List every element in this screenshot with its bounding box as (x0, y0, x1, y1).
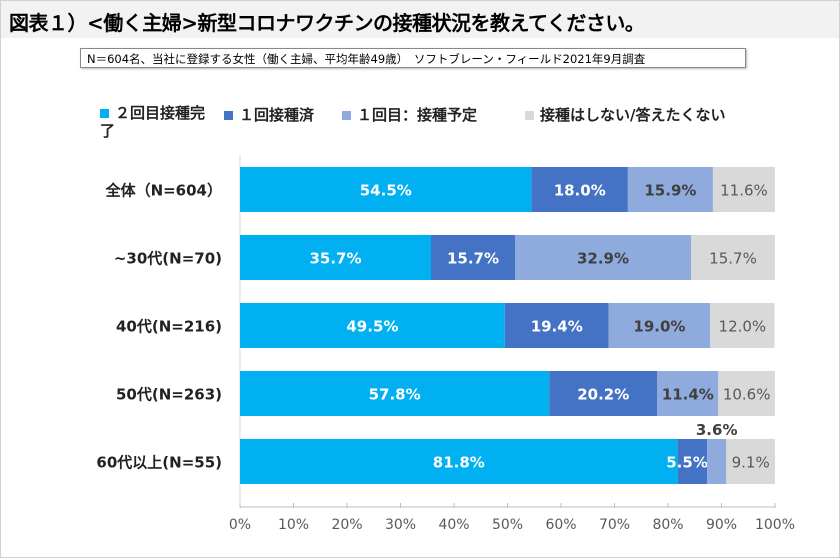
data-label: 12.0% (719, 318, 767, 336)
legend-swatch (342, 111, 351, 120)
bar-segment (710, 303, 775, 348)
bar-segment (240, 439, 678, 484)
data-label: 15.7% (447, 250, 499, 268)
legend-swatch (224, 111, 233, 120)
x-tick-label: 10% (278, 517, 309, 533)
bar-segment (531, 167, 628, 212)
bar-segment (657, 371, 719, 416)
bar-segment (707, 439, 727, 484)
legend-label: ２回目接種完了 (100, 104, 206, 140)
x-tick-label: 0% (229, 517, 251, 533)
category-label: 40代(N=216) (116, 318, 222, 336)
bar-segment (712, 167, 775, 212)
legend-item-not-vaccinating: 接種はしない/答えたくない (525, 104, 725, 125)
data-label: 5.5% (666, 454, 708, 472)
survey-note: N＝604名、当社に登録する女性（働く主婦、平均年齢49歳） ソフトブレーン・フ… (80, 48, 746, 68)
bar-segment (549, 371, 658, 416)
bar-segment (627, 167, 713, 212)
x-tick-label: 60% (545, 517, 576, 533)
data-label: 54.5% (360, 182, 412, 200)
x-tick-label: 100% (755, 517, 795, 533)
bar-segment (240, 235, 431, 280)
data-label: 18.0% (554, 182, 606, 200)
x-tick-label: 80% (652, 517, 683, 533)
data-label: 57.8% (369, 386, 421, 404)
bar-segment (240, 303, 505, 348)
data-label: 11.6% (720, 182, 768, 200)
data-label: 15.7% (709, 250, 757, 268)
bar-segment (430, 235, 515, 280)
category-label: 全体（N=604） (105, 182, 222, 200)
x-tick-label: 90% (706, 517, 737, 533)
data-label: 32.9% (577, 250, 629, 268)
legend-swatch (525, 111, 534, 120)
title-bar: 図表１）<働く主婦>新型コロナワクチンの接種状況を教えてください。 (1, 1, 839, 38)
data-label: 20.2% (577, 386, 629, 404)
data-label: 19.4% (531, 318, 583, 336)
x-tick-label: 40% (438, 517, 469, 533)
legend-item-first-dose: １回接種済 (224, 104, 314, 125)
bar-segment (718, 371, 775, 416)
data-label: 3.6% (696, 421, 738, 439)
x-tick-label: 30% (385, 517, 416, 533)
legend-label: １回接種済 (239, 106, 315, 124)
legend-label: 接種はしない/答えたくない (540, 106, 726, 124)
bar-segment (240, 167, 532, 212)
category-label: 60代以上(N=55) (96, 454, 222, 472)
legend-item-second-dose: ２回目接種完了 (100, 104, 215, 140)
data-label: 9.1% (732, 454, 770, 472)
data-label: 11.4% (662, 386, 714, 404)
bar-segment (691, 235, 775, 280)
data-label: 49.5% (346, 318, 398, 336)
data-label: 81.8% (433, 454, 485, 472)
data-label: 15.9% (644, 182, 696, 200)
x-tick-label: 20% (331, 517, 362, 533)
category-label: ~30代(N=70) (114, 250, 222, 268)
category-label: 50代(N=263) (116, 386, 222, 404)
chart-title: 図表１）<働く主婦>新型コロナワクチンの接種状況を教えてください。 (9, 11, 645, 35)
data-label: 35.7% (309, 250, 361, 268)
legend-label: １回目：接種予定 (357, 106, 478, 124)
bar-segment (677, 439, 708, 484)
bar-segment (726, 439, 775, 484)
bar-segment (514, 235, 692, 280)
bar-segment (504, 303, 609, 348)
data-label: 19.0% (633, 318, 685, 336)
x-tick-label: 70% (599, 517, 630, 533)
data-label: 10.6% (723, 386, 771, 404)
legend-swatch (100, 109, 109, 118)
bar-segment (240, 371, 550, 416)
legend-item-planned: １回目：接種予定 (342, 104, 477, 125)
bar-segment (608, 303, 711, 348)
x-tick-label: 50% (492, 517, 523, 533)
